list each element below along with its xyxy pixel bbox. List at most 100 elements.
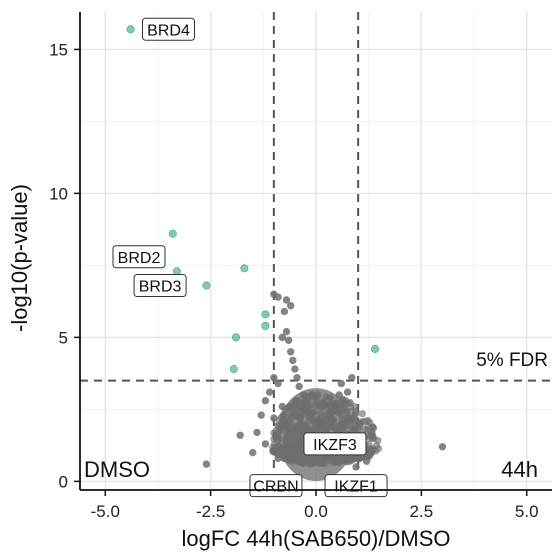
- gene-label-crbn: CRBN: [249, 474, 303, 498]
- background-point: [274, 454, 282, 463]
- background-point: [356, 454, 364, 462]
- background-point: [282, 327, 291, 336]
- background-point: [348, 373, 356, 382]
- background-point: [284, 336, 293, 344]
- significant-point: [240, 264, 249, 273]
- background-point: [314, 399, 322, 407]
- gene-label-text: CRBN: [253, 479, 298, 496]
- background-point: [364, 416, 372, 425]
- background-point: [287, 348, 295, 356]
- background-point: [301, 397, 309, 406]
- y-tick-label: 0: [59, 472, 68, 491]
- background-point: [346, 414, 354, 422]
- background-point: [270, 414, 278, 422]
- background-point: [438, 443, 447, 451]
- x-tick-label: 5.0: [515, 502, 539, 521]
- y-tick-label: 10: [49, 184, 68, 203]
- treatment-corner-label: 44h: [501, 457, 538, 482]
- background-point: [350, 425, 358, 434]
- background-point: [297, 425, 305, 434]
- fdr-threshold-label: 5% FDR: [476, 350, 548, 371]
- significant-point: [172, 267, 181, 276]
- background-point: [249, 448, 257, 457]
- background-point: [287, 402, 295, 411]
- significant-point: [202, 281, 211, 290]
- significant-point: [168, 229, 177, 238]
- background-point: [287, 453, 295, 461]
- x-axis-title: logFC 44h(SAB650)/DMSO: [182, 526, 451, 551]
- background-point: [282, 296, 291, 304]
- background-point: [278, 333, 286, 342]
- background-point: [307, 413, 315, 422]
- gene-label-ikzf3: IKZF3: [303, 432, 367, 456]
- y-tick-label: 15: [49, 40, 68, 59]
- background-point: [295, 457, 303, 465]
- background-point: [257, 411, 265, 419]
- background-point: [261, 440, 270, 448]
- background-point: [270, 373, 278, 382]
- gene-label-brd3: BRD3: [133, 274, 187, 298]
- background-point: [322, 393, 330, 401]
- background-point: [274, 293, 282, 301]
- background-point: [287, 302, 295, 310]
- background-point: [282, 420, 291, 428]
- background-point: [299, 391, 308, 399]
- significant-point: [261, 321, 270, 330]
- significant-point: [229, 365, 238, 374]
- background-point: [275, 435, 283, 443]
- gene-label-box: [303, 432, 367, 456]
- gene-label-ikzf1: IKZF1: [324, 474, 388, 498]
- background-point: [285, 434, 293, 442]
- background-point: [289, 356, 297, 365]
- x-tick-label: -5.0: [91, 502, 120, 521]
- background-point: [352, 463, 360, 471]
- significant-point: [231, 333, 240, 342]
- significant-point: [261, 310, 270, 319]
- significant-point: [370, 344, 379, 353]
- background-point: [373, 442, 381, 450]
- background-point: [274, 379, 282, 388]
- background-point: [367, 432, 375, 440]
- background-point: [279, 411, 287, 420]
- background-point: [355, 420, 363, 428]
- background-point: [295, 382, 303, 391]
- background-point: [311, 457, 319, 465]
- background-point: [269, 443, 277, 451]
- background-point: [333, 421, 341, 429]
- background-point: [327, 420, 335, 428]
- background-point: [280, 307, 289, 316]
- background-point: [293, 373, 301, 382]
- gene-label-box: [142, 17, 195, 41]
- background-point: [291, 396, 299, 405]
- background-point: [296, 420, 304, 428]
- gene-label-box: [133, 274, 187, 298]
- gene-label-text: BRD3: [139, 279, 182, 296]
- background-point: [331, 405, 339, 414]
- gene-label-text: BRD4: [147, 22, 190, 39]
- background-point: [236, 431, 244, 439]
- y-tick-label: 5: [59, 328, 68, 347]
- background-point: [291, 408, 299, 416]
- x-tick-label: 0.0: [304, 502, 328, 521]
- background-point: [348, 456, 356, 464]
- background-point: [339, 397, 348, 405]
- background-point: [343, 388, 352, 396]
- background-point: [319, 456, 327, 464]
- x-tick-label: 2.5: [410, 502, 434, 521]
- background-point: [324, 411, 333, 419]
- gene-label-text: BRD2: [118, 250, 161, 267]
- gene-label-brd4: BRD4: [142, 17, 195, 41]
- background-point: [202, 460, 211, 468]
- background-point: [314, 418, 322, 426]
- background-point: [284, 427, 292, 435]
- gene-label-box: [112, 245, 166, 269]
- y-axis-title: -log10(p-value): [7, 184, 32, 332]
- background-point: [278, 402, 286, 411]
- dmso-corner-label: DMSO: [84, 457, 150, 482]
- gene-label-text: IKZF3: [313, 437, 357, 454]
- background-point: [337, 379, 345, 388]
- background-point: [308, 391, 316, 399]
- x-tick-label: -2.5: [196, 502, 225, 521]
- axes: -5.0 -2.5 0.0 2.5 5.0 0 5 10 15: [49, 12, 552, 521]
